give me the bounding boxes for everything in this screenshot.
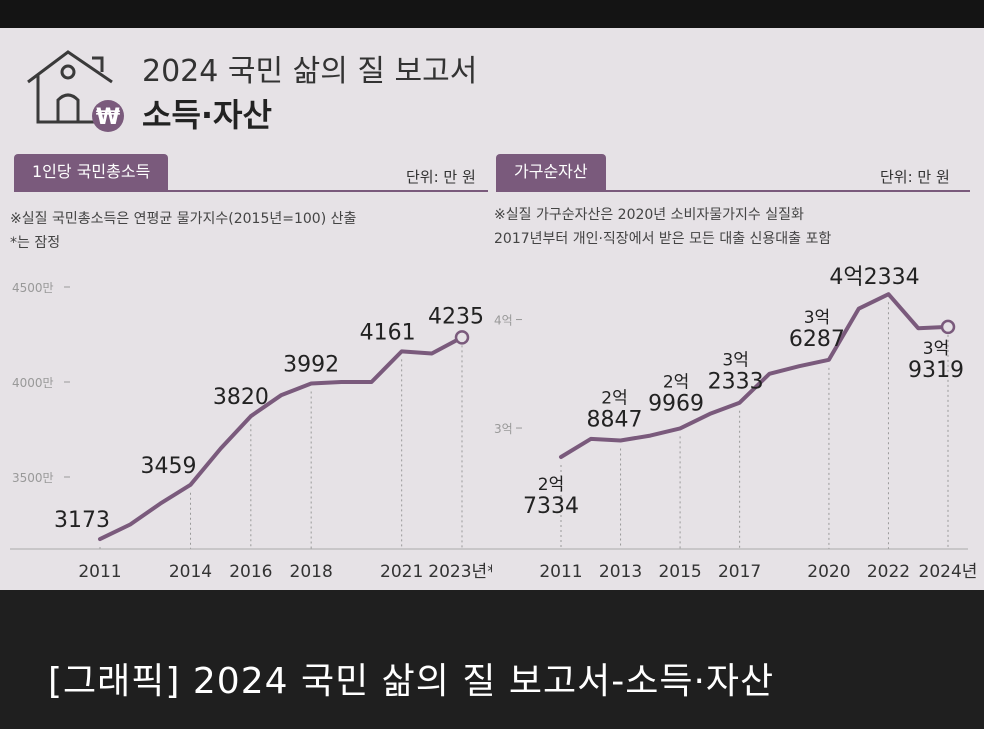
left-note-2: *는 잠정 — [10, 235, 61, 251]
y-tick-label: 4000만 — [12, 376, 54, 390]
left-tab-rule — [14, 190, 488, 192]
data-label: 2333 — [708, 370, 764, 395]
tab-household-net-assets: 가구순자산 — [496, 154, 606, 190]
series-line — [98, 335, 464, 542]
data-label: 3459 — [141, 454, 197, 479]
right-tab-rule — [496, 190, 970, 192]
data-label: 4161 — [360, 320, 416, 345]
data-label: 3992 — [283, 353, 339, 378]
x-tick-label: 2022 — [867, 562, 910, 582]
x-tick-label: 2021 — [380, 562, 423, 582]
left-unit-label: 단위: 만 원 — [406, 168, 476, 186]
series-line — [559, 292, 950, 459]
data-label: 7334 — [523, 494, 579, 519]
x-tick-label: 2011 — [539, 562, 582, 582]
gni-line-chart: 4500만 4000만 3500만 2011 2014 2016 2018 2021 2023년… — [10, 281, 492, 582]
page-subtitle: 소득·자산 — [142, 96, 272, 134]
x-tick-label: 2015 — [658, 562, 701, 582]
data-label: 6287 — [789, 327, 845, 352]
data-label: 3억 — [722, 351, 748, 371]
x-tick-label: 2011 — [78, 562, 121, 582]
x-tick-label: 2017 — [718, 562, 761, 582]
y-tick-label: 3500만 — [12, 471, 54, 485]
x-tick-label: 2018 — [290, 562, 333, 582]
won-symbol: ₩ — [96, 105, 120, 130]
data-label: 2억 — [538, 475, 564, 495]
x-tick-label: 2014 — [169, 562, 212, 582]
house-won-logo-icon: ₩ — [27, 50, 124, 132]
data-label: 4억2334 — [829, 265, 919, 290]
right-unit-label: 단위: 만 원 — [880, 168, 950, 186]
x-tick-label: 2023년* — [428, 562, 492, 582]
x-tick-label: 2024년 — [919, 562, 978, 582]
y-tick-label: 3억 — [494, 422, 513, 436]
data-label: 3173 — [54, 508, 110, 533]
data-label: 8847 — [587, 408, 643, 433]
top-bar — [0, 0, 984, 28]
x-tick-label: 2013 — [599, 562, 642, 582]
data-label: 3820 — [213, 385, 269, 410]
right-note-2: 2017년부터 개인·직장에서 받은 모든 대출 신용대출 포함 — [494, 231, 832, 247]
data-label: 4235 — [428, 304, 484, 329]
tab-gni-per-capita: 1인당 국민총소득 — [14, 154, 169, 190]
x-tick-label: 2016 — [229, 562, 272, 582]
data-label: 9319 — [908, 358, 964, 383]
data-label: 2억 — [601, 389, 627, 409]
data-label: 2억 — [663, 372, 689, 392]
data-label: 9969 — [648, 391, 704, 416]
right-note-1: ※실질 가구순자산은 2020년 소비자물가지수 실질화 — [494, 207, 804, 223]
data-label: 3억 — [804, 308, 830, 328]
caption: [그래픽] 2024 국민 삶의 질 보고서-소득·자산 — [48, 661, 775, 702]
series-end-marker — [940, 319, 956, 335]
y-tick-label: 4500만 — [12, 281, 54, 295]
infographic-panel — [0, 28, 984, 590]
left-note-1: ※실질 국민총소득은 연평균 물가지수(2015년=100) 산출 — [10, 211, 357, 227]
y-tick-label: 4억 — [494, 314, 513, 328]
page-title: 2024 국민 삶의 질 보고서 — [142, 54, 478, 89]
x-tick-label: 2020 — [807, 562, 850, 582]
series-end-marker — [454, 330, 470, 345]
data-label: 3억 — [923, 339, 949, 359]
